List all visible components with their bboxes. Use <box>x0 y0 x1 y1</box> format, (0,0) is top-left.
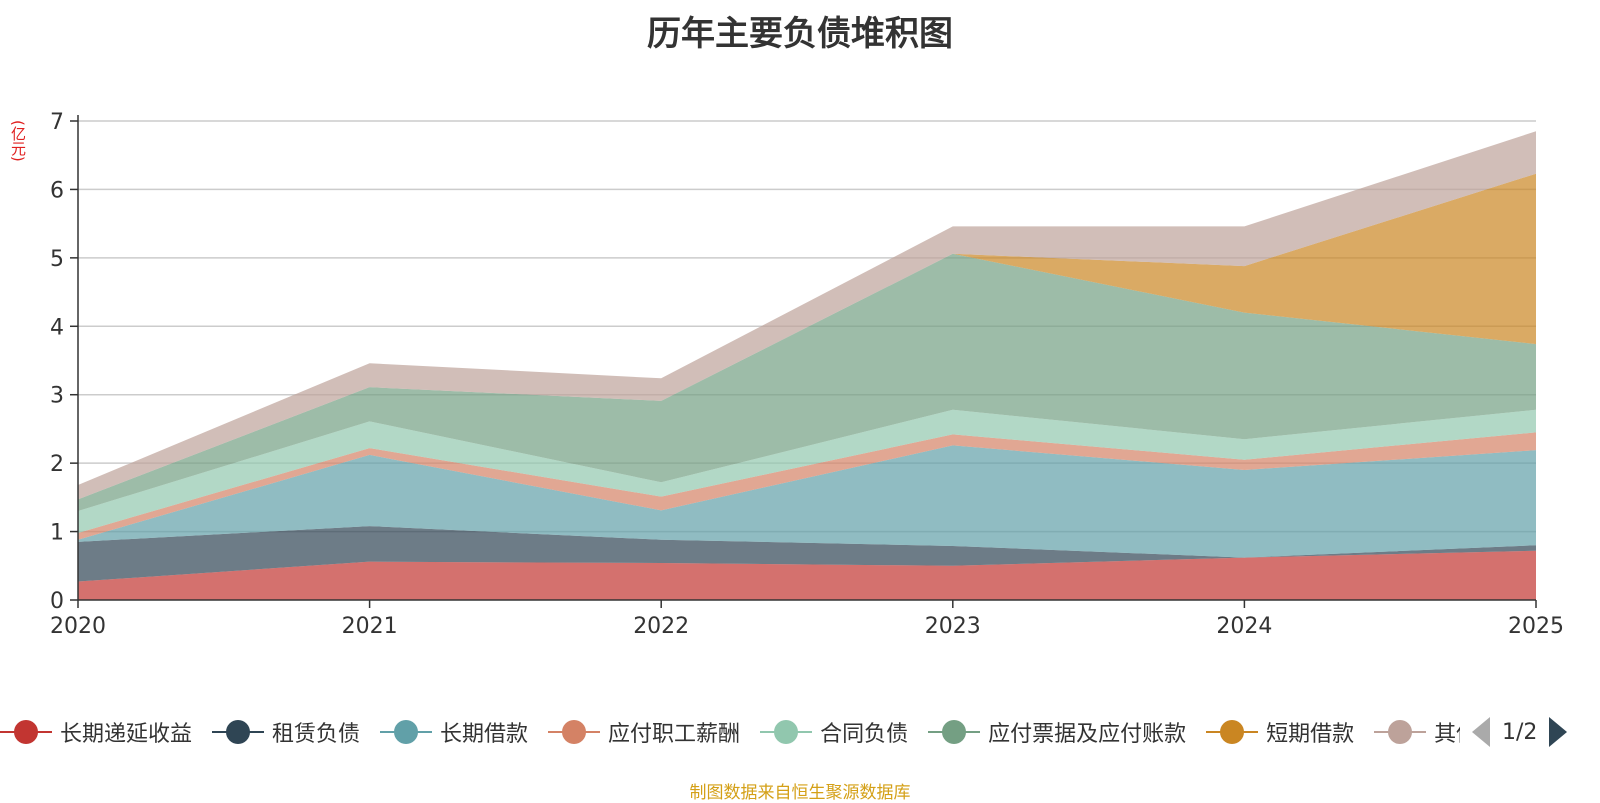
area-series-0 <box>78 550 1536 600</box>
area-series-7 <box>78 131 1536 500</box>
legend-label: 短期借款 <box>1266 722 1355 747</box>
x-tick-label: 2020 <box>50 614 106 639</box>
legend-item[interactable]: 应付票据及应付账款 <box>928 716 1186 748</box>
legend-item[interactable]: 合同负债 <box>760 716 908 748</box>
data-source-note: 制图数据来自恒生聚源数据库 <box>689 783 911 803</box>
legend-page-indicator: 1/2 <box>1502 719 1538 745</box>
x-tick-label: 2021 <box>342 614 398 639</box>
legend-label: 合同负债 <box>820 722 909 747</box>
legend-label: 租赁负债 <box>272 722 361 747</box>
legend-item[interactable]: 长期借款 <box>380 716 528 748</box>
legend-next-page-icon[interactable] <box>1549 717 1568 747</box>
y-tick-label: 3 <box>50 384 64 409</box>
legend-swatch-icon <box>1374 719 1427 745</box>
area-series-3 <box>78 432 1536 540</box>
legend-swatch-icon <box>928 719 981 745</box>
legend-label: 应付职工薪酬 <box>608 722 741 747</box>
area-series-1 <box>78 526 1536 582</box>
legend-item[interactable]: 短期借款 <box>1206 716 1354 748</box>
x-tick-label: 2025 <box>1508 614 1564 639</box>
legend-label: 长期递延收益 <box>60 722 193 747</box>
y-tick-label: 2 <box>50 452 64 477</box>
x-tick-label: 2022 <box>633 614 689 639</box>
legend-swatch-icon <box>1206 719 1259 745</box>
legend-prev-page-icon[interactable] <box>1472 717 1490 747</box>
area-series-4 <box>78 409 1536 533</box>
legend-swatch-icon <box>380 719 433 745</box>
area-series-2 <box>78 445 1536 558</box>
legend-swatch-icon <box>212 719 265 745</box>
x-tick-label: 2024 <box>1216 614 1272 639</box>
legend-swatch-icon <box>548 719 601 745</box>
y-tick-label: 4 <box>50 315 64 340</box>
x-tick-label: 2023 <box>925 614 981 639</box>
y-tick-label: 5 <box>50 247 64 272</box>
legend-item[interactable]: 应付职工薪酬 <box>548 716 740 748</box>
legend-item[interactable]: 长期递延收益 <box>0 716 192 748</box>
legend-label: 长期借款 <box>440 722 529 747</box>
legend: 长期递延收益 租赁负债 长期借款 应付职工薪酬 合同负债 应付票据及应付账款 短期借款 其他 <box>0 712 1600 752</box>
chart-title: 历年主要负债堆积图 <box>647 14 953 54</box>
area-series-5 <box>78 253 1536 512</box>
y-axis-unit-label: (亿元) <box>9 120 27 162</box>
stacked-area-chart: 0 1 2 3 4 5 6 7 2020 2021 2022 2023 2024 2025 <box>50 110 1564 639</box>
legend-pager: 1/2 <box>1460 712 1600 752</box>
y-tick-label: 7 <box>50 110 64 135</box>
y-tick-label: 1 <box>50 521 64 546</box>
legend-item[interactable]: 租赁负债 <box>212 716 360 748</box>
legend-label: 应付票据及应付账款 <box>988 722 1187 747</box>
y-tick-label: 6 <box>50 178 64 203</box>
legend-swatch-icon <box>0 719 52 745</box>
legend-swatch-icon <box>760 719 813 745</box>
y-tick-label: 0 <box>50 589 64 614</box>
